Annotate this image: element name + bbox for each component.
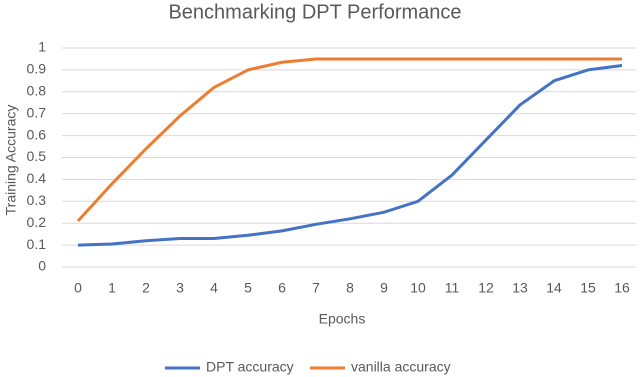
x-tick-label: 3 <box>176 280 184 296</box>
legend-label: vanilla accuracy <box>351 359 451 375</box>
x-tick-label: 16 <box>614 280 630 296</box>
legend-label: DPT accuracy <box>206 359 294 375</box>
x-tick-label: 1 <box>108 280 116 296</box>
x-tick-label: 15 <box>580 280 596 296</box>
x-tick-label: 7 <box>312 280 320 296</box>
y-tick-label: 0.8 <box>27 83 47 99</box>
x-tick-label: 12 <box>478 280 494 296</box>
data-line <box>76 57 622 223</box>
x-tick-label: 0 <box>74 280 82 296</box>
x-tick-label: 2 <box>142 280 150 296</box>
x-axis-label: Epochs <box>319 311 366 327</box>
data-line <box>77 64 623 247</box>
y-tick-label: 0 <box>38 258 46 274</box>
x-tick-label: 4 <box>210 280 218 296</box>
y-tick-label: 0.3 <box>27 192 47 208</box>
y-tick-label: 1 <box>38 39 46 55</box>
y-tick-label: 0.7 <box>27 104 47 120</box>
chart-title: Benchmarking DPT Performance <box>168 1 461 23</box>
x-tick-label: 14 <box>546 280 562 296</box>
x-tick-label: 9 <box>380 280 388 296</box>
y-axis-label: Training Accuracy <box>3 105 19 216</box>
x-tick-label: 10 <box>410 280 426 296</box>
y-tick-label: 0.4 <box>27 170 47 186</box>
x-tick-label: 6 <box>278 280 286 296</box>
x-tick-label: 5 <box>244 280 252 296</box>
x-tick-label: 11 <box>445 280 460 296</box>
y-tick-label: 0.6 <box>27 126 47 142</box>
y-tick-label: 0.1 <box>27 236 47 252</box>
y-tick-label: 0.5 <box>27 148 47 164</box>
y-tick-label: 0.2 <box>27 214 47 230</box>
x-tick-label: 13 <box>512 280 528 296</box>
y-tick-label: 0.9 <box>27 61 47 77</box>
x-tick-label: 8 <box>346 280 354 296</box>
